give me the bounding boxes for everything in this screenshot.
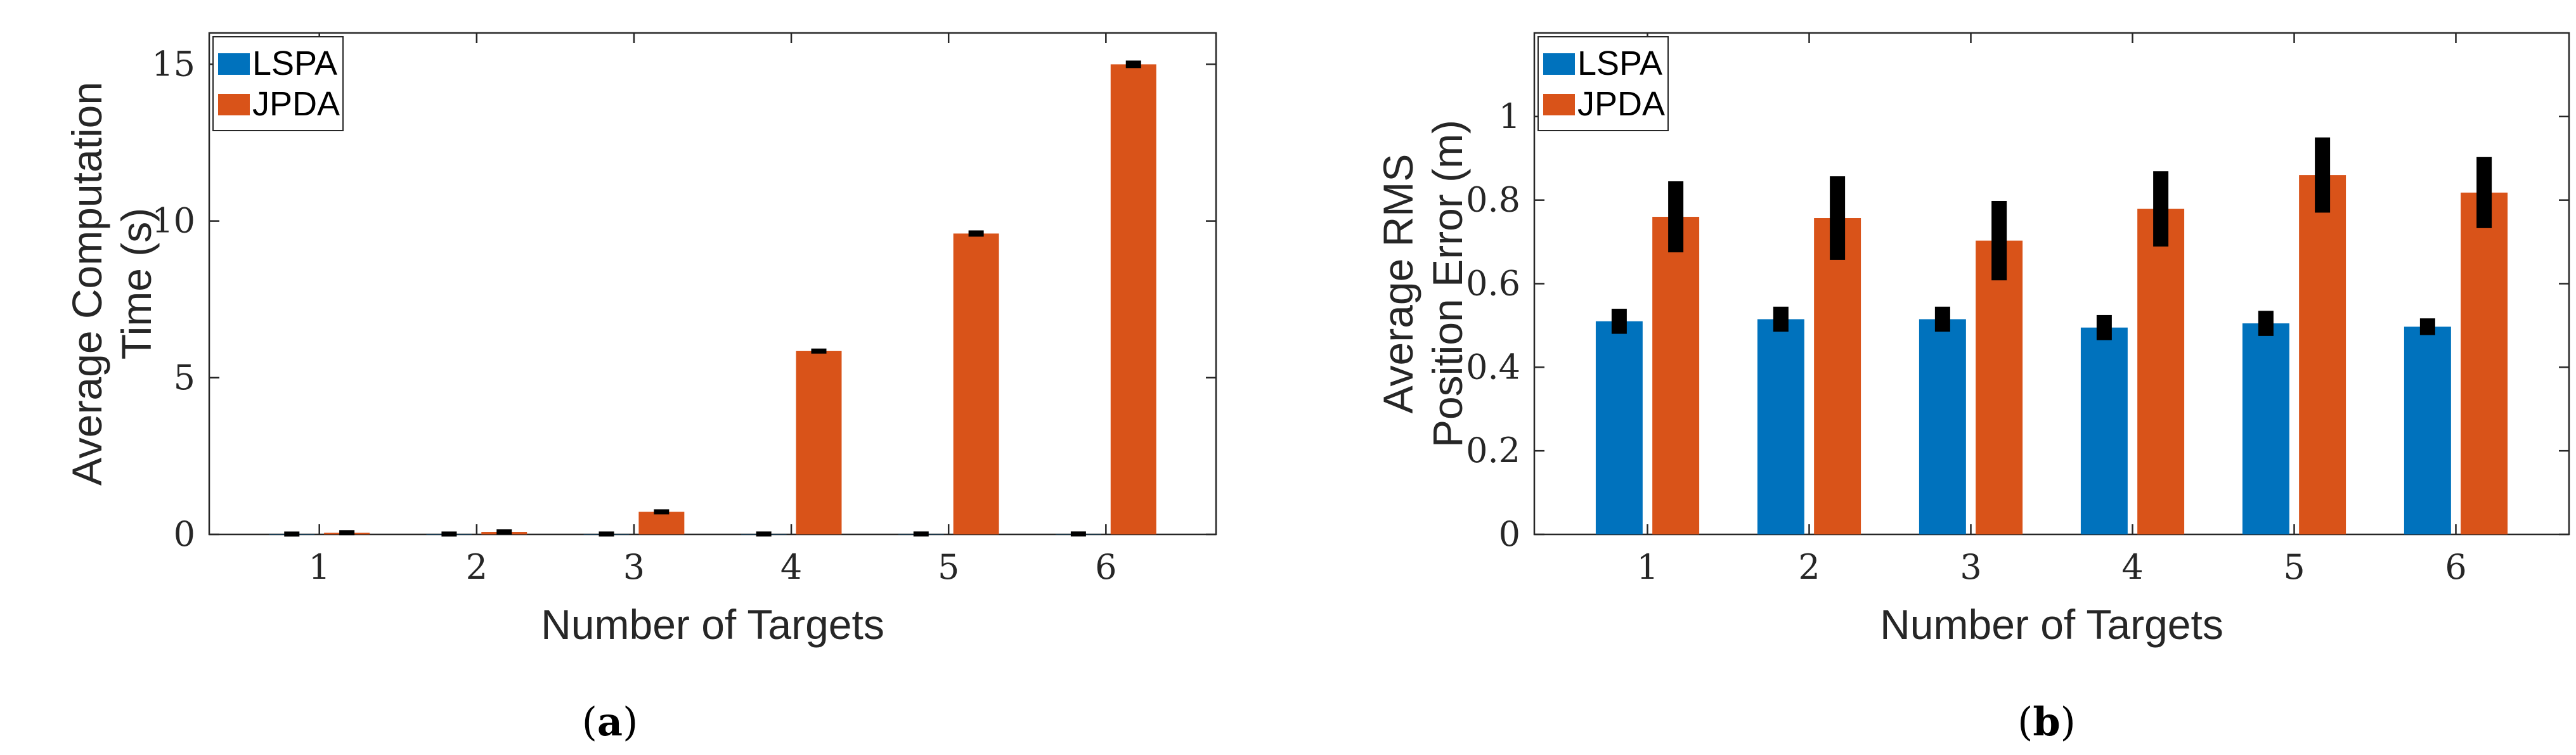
- bar-jpda-3: [638, 512, 685, 534]
- error-bar-jpda-2: [496, 529, 512, 535]
- chart-panel-b: 0 0.2 0.4 0.6 0.8 1 1 2 3 4 5 6 Number of Targets Ave…: [1375, 32, 2570, 745]
- plot-area: [1533, 32, 2570, 536]
- bar-jpda-6: [1110, 64, 1156, 534]
- error-bar-lspa-3: [599, 531, 614, 537]
- legend-label-lspa: LSPA: [252, 44, 337, 82]
- error-bar-jpda-1: [1668, 181, 1684, 253]
- ytick-label: 15: [152, 44, 195, 84]
- xtick-label: 5: [2283, 547, 2305, 587]
- error-bar-jpda-3: [654, 509, 670, 515]
- legend-swatch-jpda: [1543, 94, 1575, 115]
- bar-jpda-4: [796, 351, 842, 534]
- error-bar-lspa-3: [1934, 306, 1950, 332]
- x-axis-title: Number of Targets: [541, 601, 884, 648]
- legend-label-jpda: JPDA: [1577, 85, 1665, 123]
- panel-caption: (b): [2017, 699, 2076, 745]
- legend-label-jpda: JPDA: [252, 85, 340, 123]
- ytick-label: 0.8: [1466, 180, 1520, 220]
- xtick-label: 2: [466, 547, 488, 587]
- bar-lspa-5: [2242, 323, 2289, 534]
- bar-lspa-2: [1757, 319, 1804, 534]
- y-axis-title: Average RMS: [1375, 154, 1421, 414]
- ytick-label: 5: [174, 358, 195, 397]
- xtick-label: 5: [938, 547, 959, 587]
- plot-area: [208, 32, 1217, 536]
- error-bar-lspa-4: [756, 531, 772, 537]
- error-bar-lspa-6: [2419, 318, 2435, 335]
- xtick-label: 4: [2121, 547, 2143, 587]
- y-axis-title: Average Computation: [63, 82, 110, 486]
- legend-label-lspa: LSPA: [1577, 44, 1662, 82]
- chart-panel-a: 0 5 10 15 1 2 3 4 5 6 Number of Targets Average Com…: [63, 32, 1217, 745]
- error-bar-jpda-6: [2476, 157, 2492, 228]
- bar-jpda-6: [2461, 192, 2508, 535]
- error-bar-jpda-1: [339, 530, 355, 536]
- ytick-label: 0.4: [1466, 347, 1520, 387]
- ytick-label: 0: [1499, 514, 1520, 554]
- ytick-label: 10: [152, 201, 195, 241]
- error-bar-jpda-5: [2315, 137, 2331, 213]
- bar-lspa-1: [1595, 321, 1643, 534]
- y-axis-title: Time (s): [113, 208, 160, 360]
- ytick-label: 0: [174, 514, 195, 554]
- xtick-label: 3: [623, 547, 645, 587]
- error-bar-jpda-4: [2153, 171, 2169, 247]
- legend-swatch-lspa: [218, 53, 250, 75]
- bar-jpda-5: [953, 233, 999, 534]
- xtick-label: 2: [1798, 547, 1820, 587]
- error-bar-lspa-1: [1611, 309, 1627, 334]
- error-bar-lspa-2: [441, 531, 457, 537]
- error-bar-jpda-4: [811, 348, 827, 354]
- error-bar-lspa-4: [2096, 314, 2112, 340]
- legend-swatch-jpda: [218, 94, 250, 115]
- bar-lspa-3: [1919, 319, 1966, 534]
- xtick-label: 6: [2445, 547, 2466, 587]
- panel-caption: (a): [582, 699, 638, 745]
- error-bar-lspa-5: [2258, 311, 2274, 336]
- error-bar-jpda-2: [1830, 176, 1846, 260]
- bar-jpda-1: [1652, 217, 1700, 534]
- error-bar-lspa-2: [1773, 306, 1789, 332]
- bar-jpda-5: [2299, 175, 2346, 534]
- bar-jpda-4: [2137, 209, 2185, 534]
- error-bar-lspa-1: [284, 531, 300, 537]
- ytick-label: 1: [1499, 96, 1520, 136]
- xtick-label: 1: [1636, 547, 1658, 587]
- bar-lspa-4: [2080, 327, 2128, 534]
- error-bar-jpda-6: [1125, 60, 1141, 68]
- xtick-label: 4: [780, 547, 802, 587]
- bar-jpda-2: [1814, 218, 1861, 534]
- bar-lspa-6: [2404, 326, 2451, 534]
- xtick-label: 6: [1095, 547, 1116, 587]
- error-bar-lspa-6: [1070, 531, 1086, 537]
- xtick-label: 3: [1960, 547, 1981, 587]
- x-axis-title: Number of Targets: [1880, 601, 2223, 648]
- error-bar-jpda-5: [968, 230, 984, 237]
- error-bar-jpda-3: [1991, 200, 2007, 281]
- ytick-label: 0.2: [1466, 430, 1520, 470]
- y-axis-title: Position Error (m): [1424, 120, 1471, 448]
- bar-jpda-3: [1976, 240, 2023, 534]
- legend-swatch-lspa: [1543, 53, 1575, 75]
- xtick-label: 1: [309, 547, 330, 587]
- ytick-label: 0.6: [1466, 264, 1520, 304]
- error-bar-lspa-5: [913, 531, 929, 537]
